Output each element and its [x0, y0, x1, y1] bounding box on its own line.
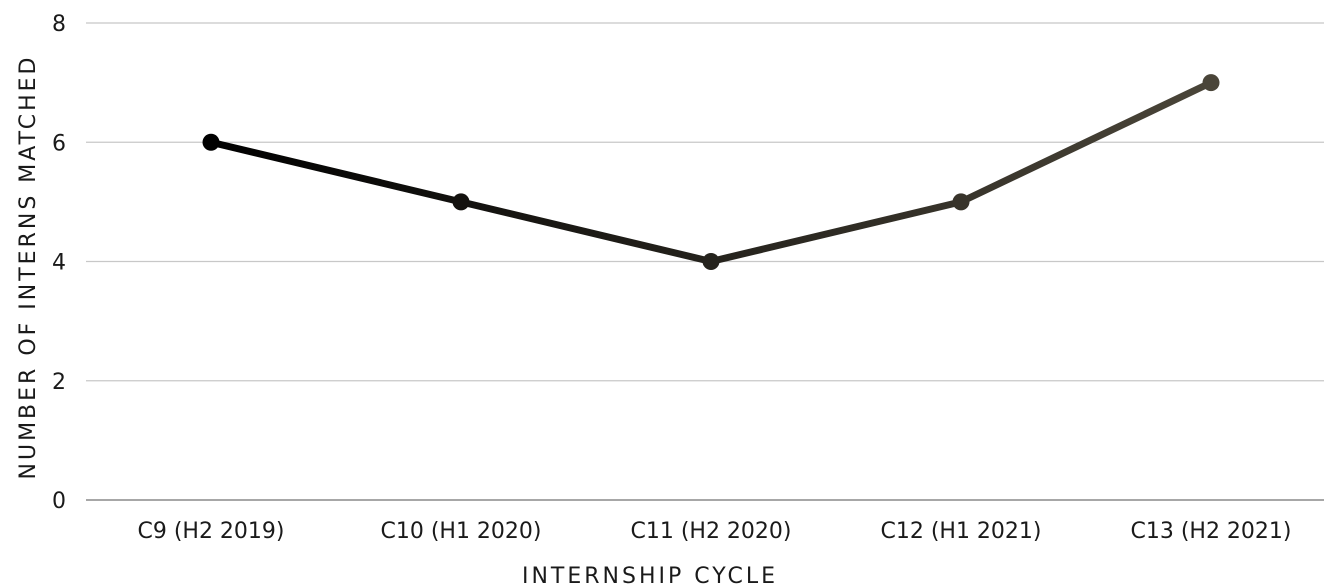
x-axis-ticks: C9 (H2 2019) C10 (H1 2020) C11 (H2 2020) C1…	[137, 519, 1291, 544]
y-tick-label: 8	[52, 12, 66, 37]
x-tick-label: C11 (H2 2020)	[630, 519, 791, 544]
data-point	[202, 133, 220, 151]
y-axis-title: NUMBER OF INTERNS MATCHED	[16, 55, 41, 480]
data-point	[952, 193, 970, 211]
series-line	[207, 79, 1215, 265]
y-tick-label: 4	[52, 251, 66, 276]
x-tick-label: C13 (H2 2021)	[1130, 519, 1291, 544]
y-axis-ticks: 0 2 4 6 8	[52, 12, 66, 514]
x-tick-label: C12 (H1 2021)	[880, 519, 1041, 544]
data-point	[702, 253, 720, 270]
y-tick-label: 6	[52, 131, 66, 156]
data-point	[452, 193, 470, 211]
x-tick-label: C10 (H1 2020)	[380, 519, 541, 544]
y-tick-label: 0	[52, 489, 66, 514]
data-point	[1202, 74, 1220, 92]
series	[202, 74, 1220, 270]
x-axis-title: INTERNSHIP CYCLE	[522, 564, 778, 588]
x-tick-label: C9 (H2 2019)	[137, 519, 284, 544]
y-tick-label: 2	[52, 370, 66, 395]
